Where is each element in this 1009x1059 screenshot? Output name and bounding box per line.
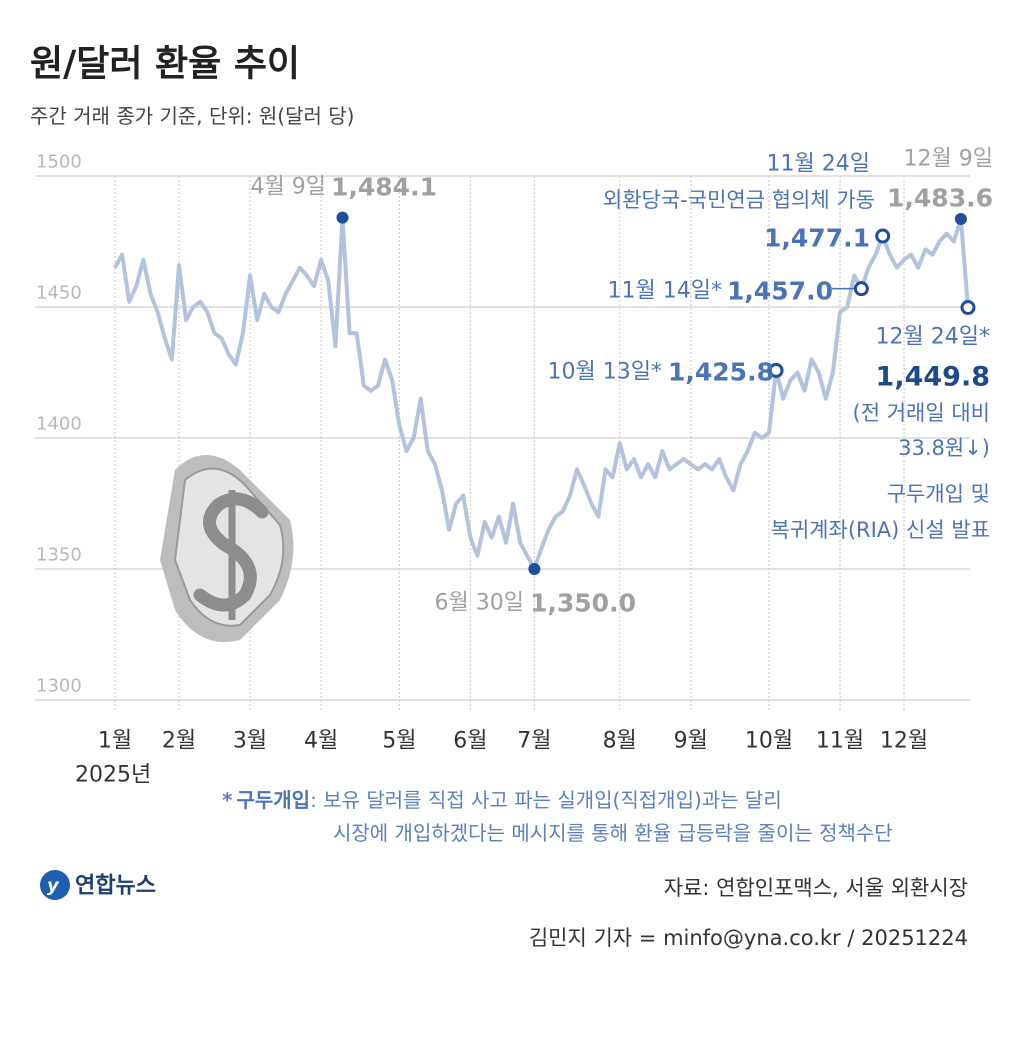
x-tick-label: 1월: [98, 729, 132, 754]
point-note: 복귀계좌(RIA) 신설 발표: [771, 518, 990, 542]
line: [113, 215, 970, 571]
footnote-text: 시장에 개입하겠다는 메시지를 통해 환율 급등락을 줄이는 정책수단: [333, 821, 893, 845]
x-tick-label: 10월: [745, 729, 793, 754]
value-label: 1,457.0: [727, 277, 833, 306]
point-note: (전 거래일 대비: [853, 401, 990, 425]
credit: 김민지 기자 = minfo@yna.co.kr / 20251224: [529, 926, 968, 950]
footnote-term: 구두개입: [236, 788, 310, 812]
y-tick-label: 1300: [36, 676, 82, 697]
svg-text:y: y: [47, 876, 60, 897]
x-tick-label: 9월: [674, 729, 708, 754]
x-tick-label: 11월: [816, 729, 864, 754]
value-label: 1,449.8: [876, 362, 990, 393]
point-note: 33.8원↓): [898, 436, 990, 460]
x-tick-label: 4월: [304, 729, 338, 754]
value-label: 1,483.6: [887, 184, 993, 213]
x-tick-label: 8월: [603, 729, 637, 754]
x-tick-label: 2월: [162, 729, 196, 754]
x-tick-label: 12월: [880, 729, 928, 754]
marker: [875, 228, 891, 244]
y-tick-label: 1350: [36, 545, 82, 566]
marker: [528, 563, 541, 575]
point-date: 6월 30일: [435, 591, 524, 616]
point-date: 11월 24일: [767, 152, 870, 177]
marker: [960, 300, 976, 316]
point-date: 10월 13일*: [548, 360, 662, 385]
marker: [954, 212, 967, 225]
value-label: 1,484.1: [331, 173, 437, 202]
marker: [768, 362, 784, 378]
x-tick-label: 5월: [382, 729, 416, 754]
logo: y 연합뉴스: [40, 870, 156, 900]
point-date: 12월 24일*: [876, 325, 990, 350]
value-label: 1,477.1: [764, 224, 870, 253]
value-label: 1,350.0: [530, 589, 636, 618]
marker: [853, 281, 869, 297]
point-date: 11월 14일*: [608, 279, 722, 304]
marker: [336, 211, 349, 224]
y-tick-label: 1500: [36, 152, 82, 173]
y-tick-label: 1450: [36, 283, 82, 304]
value-label: 1,425.8: [668, 358, 774, 387]
source: 자료: 연합인포맥스, 서울 외환시장: [664, 876, 968, 900]
point-note: 외환당국-국민연금 협의체 가동: [603, 188, 875, 212]
chart-subtitle: 주간 거래 종가 기준, 단위: 원(달러 당): [30, 104, 354, 128]
x-tick-label: 3월: [233, 729, 267, 754]
x-tick-label: 7월: [517, 729, 551, 754]
year-label: 2025년: [75, 763, 151, 788]
plot: 1300 1350 1400 1450 1500 1월 2월 3월 4월 5월 6월 7월 8월 9월 10…: [35, 147, 993, 788]
logo-text: 연합뉴스: [75, 873, 156, 899]
footnote-text: : 보유 달러를 직접 사고 파는 실개입(직접개입)과는 달리: [310, 788, 782, 812]
point-date: 12월 9일: [904, 147, 993, 172]
footnote: * 구두개입: 보유 달러를 직접 사고 파는 실개입(직접개입)과는 달리: [222, 788, 782, 812]
x-tick-label: 6월: [453, 729, 487, 754]
chart-title: 원/달러 환율 추이: [30, 44, 300, 85]
dollar-icon: [160, 455, 294, 642]
point-note: 구두개입 및: [887, 482, 990, 506]
y-tick-label: 1400: [36, 414, 82, 435]
point-date: 4월 9일: [251, 175, 326, 200]
footnote-marker: *: [222, 788, 233, 812]
